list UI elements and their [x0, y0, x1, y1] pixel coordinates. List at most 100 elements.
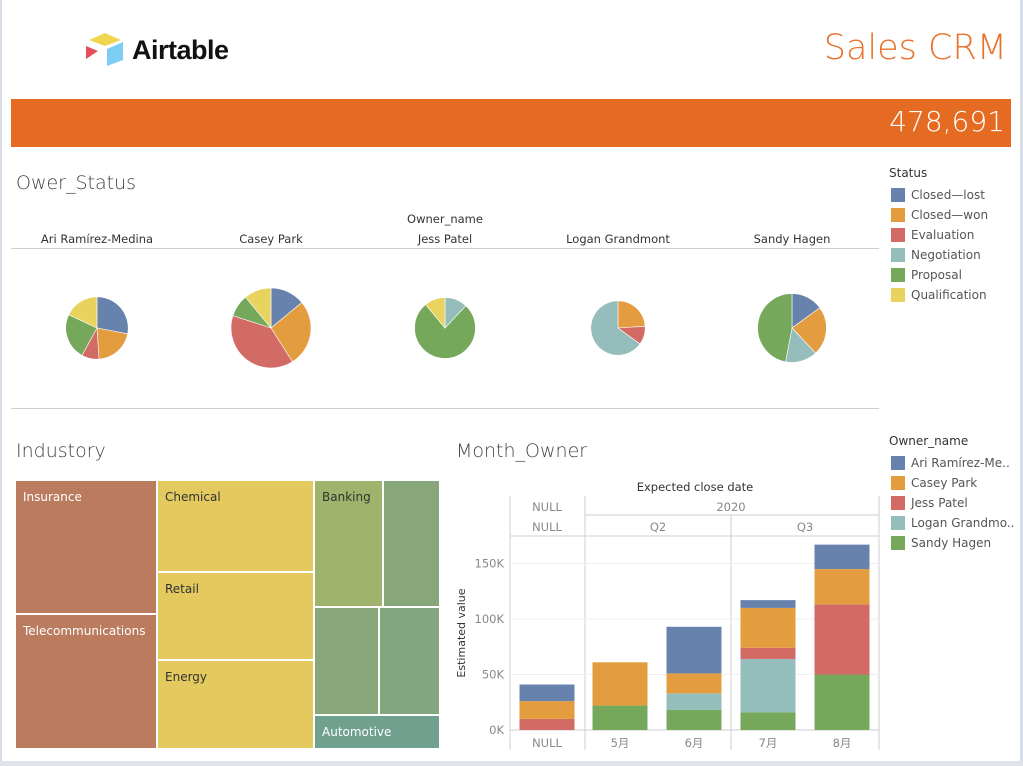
owner-legend-item[interactable]: Casey Park [889, 473, 1014, 493]
pie-slice[interactable] [96, 296, 129, 335]
pie-slice[interactable] [68, 296, 98, 329]
legend-label: Closed—won [911, 208, 989, 222]
legend-swatch [891, 536, 905, 550]
owner-legend-item[interactable]: Ari Ramírez-Me.. [889, 453, 1014, 473]
legend-swatch [891, 516, 905, 530]
treemap-cell[interactable]: Telecommunications [15, 614, 157, 749]
bar-segment[interactable] [666, 626, 722, 674]
bar-segment[interactable] [666, 710, 722, 730]
pie-slice[interactable] [757, 293, 793, 363]
legend-swatch [891, 248, 905, 262]
quarter-header-label: NULL [532, 520, 562, 534]
bar-segment[interactable] [740, 658, 796, 713]
treemap-cell[interactable] [379, 607, 440, 715]
treemap-cell[interactable]: Retail [157, 572, 314, 660]
y-tick-label: 0K [489, 723, 504, 737]
legend-swatch [891, 268, 905, 282]
status-legend-item[interactable]: Evaluation [889, 225, 988, 245]
pie-slice[interactable] [96, 327, 128, 360]
x-tick-label: 7月 [759, 736, 778, 750]
bar-chart-area: Expected close date NULL 2020 NULL Q2 Q3 0K 50K… [455, 480, 880, 750]
treemap-cell-label: Energy [165, 670, 208, 684]
legend-swatch [891, 228, 905, 242]
legend-swatch [891, 496, 905, 510]
status-legend-item[interactable]: Qualification [889, 285, 988, 305]
pie-slice[interactable] [590, 300, 641, 356]
status-legend: Status Closed—lost Closed—won Evaluation Ne… [889, 166, 988, 305]
treemap-title: Industory [16, 440, 106, 462]
pie-owner-label: Sandy Hagen [753, 232, 831, 246]
airtable-logo-icon [86, 33, 123, 66]
kpi-total-value: 478,691 [889, 105, 1005, 138]
section-divider [11, 408, 879, 409]
quarter-header-label: Q3 [797, 520, 813, 534]
treemap-cell[interactable] [314, 607, 379, 715]
bar-segment[interactable] [814, 569, 870, 605]
pie-chart [230, 287, 312, 369]
pie-slice[interactable] [245, 287, 272, 329]
pie-chart-area [65, 287, 827, 369]
status-legend-item[interactable]: Closed—lost [889, 185, 988, 205]
legend-label: Jess Patel [911, 496, 968, 510]
bar-segment[interactable] [740, 600, 796, 608]
logo-text: Airtable [132, 34, 229, 65]
bar-segment[interactable] [740, 647, 796, 659]
y-axis-label: Estimated value [455, 588, 468, 677]
status-legend-title: Status [889, 166, 928, 180]
pie-slice[interactable] [270, 302, 312, 363]
bar-segment[interactable] [592, 662, 648, 706]
treemap-cell-label: Insurance [23, 490, 82, 504]
status-legend-item[interactable]: Proposal [889, 265, 988, 285]
bar-segment[interactable] [519, 701, 575, 719]
pie-slice[interactable] [425, 297, 446, 329]
treemap-cell-label: Chemical [165, 490, 221, 504]
bar-segment[interactable] [814, 544, 870, 570]
bar-segment[interactable] [740, 712, 796, 730]
pie-slice[interactable] [414, 304, 476, 359]
x-tick-label: 8月 [833, 736, 852, 750]
bar-segment[interactable] [666, 693, 722, 711]
treemap-cell[interactable] [383, 480, 440, 607]
pie-slice[interactable] [65, 314, 98, 356]
treemap-cell[interactable]: Insurance [15, 480, 157, 614]
y-tick-label: 50K [482, 668, 505, 682]
status-legend-item[interactable]: Closed—won [889, 205, 988, 225]
bar-segment[interactable] [592, 705, 648, 730]
bar-segment[interactable] [740, 607, 796, 648]
treemap-cell-label: Automotive [322, 725, 392, 739]
frame-border-right [1020, 0, 1023, 766]
bar-chart-title: Month_Owner [456, 440, 588, 462]
bar-segment[interactable] [519, 718, 575, 730]
legend-swatch [891, 188, 905, 202]
pie-chart [590, 300, 646, 356]
treemap-cell-label: Banking [322, 490, 371, 504]
legend-label: Evaluation [911, 228, 975, 242]
pie-owner-label: Logan Grandmont [566, 232, 670, 246]
industry-treemap: Insurance Telecommunications Chemical Retai… [15, 480, 440, 749]
legend-label: Negotiation [911, 248, 981, 262]
treemap-cell[interactable]: Energy [157, 660, 314, 749]
quarter-header-label: Q2 [650, 520, 666, 534]
treemap-cell[interactable]: Automotive [314, 715, 440, 749]
treemap-cell[interactable]: Banking [314, 480, 383, 607]
pie-slice[interactable] [791, 307, 827, 354]
legend-label: Casey Park [911, 476, 978, 490]
legend-label: Closed—lost [911, 188, 985, 202]
pie-slice[interactable] [617, 300, 646, 329]
owner-legend-item[interactable]: Jess Patel [889, 493, 1014, 513]
bar-segment[interactable] [666, 673, 722, 694]
owner-legend-item[interactable]: Sandy Hagen [889, 533, 1014, 553]
bar-segment[interactable] [814, 604, 870, 675]
legend-label: Sandy Hagen [911, 536, 992, 550]
dashboard-title: Sales CRM [823, 28, 1007, 68]
pie-chart [65, 296, 129, 360]
pie-slice[interactable] [230, 315, 293, 369]
owner-legend-title: Owner_name [889, 434, 969, 448]
y-tick-label: 150K [475, 557, 505, 571]
status-legend-item[interactable]: Negotiation [889, 245, 988, 265]
bar-segment[interactable] [814, 674, 870, 731]
owner-legend-item[interactable]: Logan Grandmo.. [889, 513, 1014, 533]
pie-header-divider [11, 248, 879, 249]
bar-segment[interactable] [519, 684, 575, 702]
treemap-cell[interactable]: Chemical [157, 480, 314, 572]
